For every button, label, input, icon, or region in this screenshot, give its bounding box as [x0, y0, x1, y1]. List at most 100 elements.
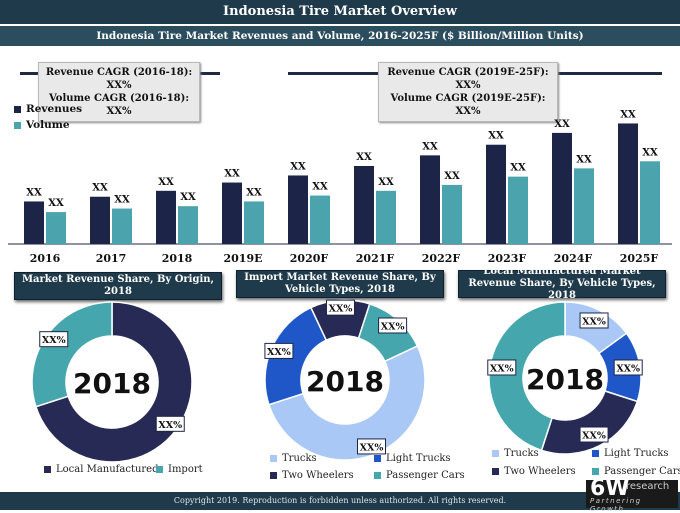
cagr-revenue-forecast: Revenue CAGR (2019E-25F): XX%: [387, 67, 549, 91]
slice-label-import-1: XX%: [39, 331, 69, 348]
data-label-revenues-2017: XX: [92, 183, 108, 194]
legend-label-volume: Volume: [26, 119, 70, 131]
bar-volume-2024f: [574, 168, 594, 244]
slice-label-passenger-cars-2: XX%: [378, 317, 408, 334]
cagr-box-forecast: Revenue CAGR (2019E-25F): XX% Volume CAG…: [378, 62, 558, 122]
tick-label-2018: 2018: [162, 252, 193, 265]
bar-volume-2017: [112, 208, 132, 244]
data-label-volume-2022f: XX: [444, 171, 460, 182]
data-label-revenues-2025f: XX: [620, 109, 636, 120]
donut-charts: XX% XX% 2018 XX% XX% XX% XX% 2018 XX% XX% XX% XX% 20…: [31, 299, 643, 463]
slice-label-trucks-2: XX%: [357, 438, 387, 455]
data-label-revenues-2024f: XX: [554, 119, 570, 130]
bar-revenues-2018: [156, 190, 176, 244]
legend-item-light-trucks-local: Light Trucks: [592, 448, 669, 459]
slice-local-1: [34, 301, 193, 463]
slice-label-trucks-3: XX%: [579, 312, 609, 329]
data-label-volume-2019e: XX: [246, 187, 262, 198]
data-label-volume-2024f: XX: [576, 154, 592, 165]
footer-copyright: Copyright 2019. Reproduction is forbidde…: [0, 492, 680, 510]
tick-label-2016: 2016: [30, 252, 61, 265]
slice-label-two-wheelers-2: XX%: [325, 299, 355, 316]
page-title: Indonesia Tire Market Overview: [0, 0, 680, 24]
donut-center-year-3: 2018: [526, 363, 604, 396]
legend-revenues: Revenues: [14, 101, 82, 117]
chart-subtitle: Indonesia Tire Market Revenues and Volum…: [0, 26, 680, 46]
bar-volume-2020f: [310, 195, 330, 244]
data-label-volume-2016: XX: [48, 198, 64, 209]
svg-text:XX%: XX%: [490, 363, 514, 374]
svg-text:XX%: XX%: [616, 363, 640, 374]
data-label-revenues-2022f: XX: [422, 141, 438, 152]
legend-item-trucks: Trucks: [270, 453, 317, 464]
donut-center-year-2: 2018: [306, 365, 384, 398]
bar-volume-2021f: [376, 190, 396, 244]
bar-volume-2018: [178, 206, 198, 244]
tick-label-2025f: 2025F: [620, 252, 659, 265]
company-logo: 6W research Partnering Growth: [586, 476, 678, 513]
legend-item-passenger-cars: Passenger Cars: [374, 470, 465, 481]
svg-text:XX%: XX%: [329, 304, 353, 315]
slice-trucks-2: [267, 344, 426, 461]
slice-two-wheelers-3: [540, 390, 639, 455]
data-label-volume-2018: XX: [180, 192, 196, 203]
legend-item-passenger-cars-local: Passenger Cars: [592, 466, 680, 477]
legend-label-revenues: Revenues: [26, 103, 83, 115]
slice-label-two-wheelers-3: XX%: [579, 426, 609, 443]
panel-title-local: Local Manufactured Market Revenue Share,…: [458, 266, 666, 301]
bar-revenues-2016: [24, 201, 44, 244]
tick-label-2020f: 2020F: [290, 252, 329, 265]
cagr-volume-historic: Volume CAGR (2016-18): XX%: [48, 93, 190, 117]
legend-item-two-wheelers: Two Wheelers: [270, 470, 354, 481]
bar-legend: Revenues Volume: [14, 101, 82, 133]
bar-volume-2023f: [508, 176, 528, 244]
data-label-volume-2025f: XX: [642, 147, 658, 158]
slice-label-light-trucks-3: XX%: [613, 359, 643, 376]
legend-swatch-revenues: [14, 105, 21, 113]
bar-chart: XX XX 2016 XX XX 2017 XX XX 2018 XX XX 2019E XX XX 202…: [8, 109, 672, 265]
panel-title-origin: Market Revenue Share, By Origin, 2018: [14, 272, 222, 300]
data-label-revenues-2018: XX: [158, 177, 174, 188]
svg-text:XX%: XX%: [381, 321, 405, 332]
donut-center-year-1: 2018: [73, 367, 151, 400]
legend-item-local: Local Manufactured: [44, 464, 159, 475]
tick-label-2023f: 2023F: [488, 252, 527, 265]
tick-label-2022f: 2022F: [422, 252, 461, 265]
slice-label-passenger-cars-3: XX%: [487, 359, 517, 376]
slice-label-local-1: XX%: [155, 415, 185, 432]
data-label-volume-2021f: XX: [378, 177, 394, 188]
tick-label-2019e: 2019E: [224, 252, 263, 265]
data-label-revenues-2021f: XX: [356, 152, 372, 163]
cagr-volume-forecast: Volume CAGR (2019E-25F): XX%: [390, 93, 546, 117]
bar-revenues-2017: [90, 196, 110, 244]
bar-volume-2022f: [442, 184, 462, 244]
legend-item-light-trucks: Light Trucks: [374, 453, 451, 464]
svg-text:XX%: XX%: [42, 335, 66, 346]
legend-item-two-wheelers-local: Two Wheelers: [492, 466, 576, 477]
bar-revenues-2024f: [552, 132, 572, 244]
slice-import-1: [31, 301, 113, 408]
data-label-revenues-2023f: XX: [488, 131, 504, 142]
legend-swatch-volume: [14, 121, 21, 129]
data-label-volume-2020f: XX: [312, 182, 328, 193]
bar-revenues-2025f: [618, 123, 638, 244]
slice-passenger-cars-3: [488, 301, 566, 452]
data-label-revenues-2019e: XX: [224, 169, 240, 180]
bar-volume-2016: [46, 212, 66, 244]
bar-volume-2025f: [640, 161, 660, 244]
bar-revenues-2022f: [420, 155, 440, 244]
svg-text:XX%: XX%: [360, 442, 384, 453]
bar-revenues-2023f: [486, 144, 506, 244]
bar-revenues-2021f: [354, 166, 374, 244]
panel-title-import: Import Market Revenue Share, By Vehicle …: [236, 270, 444, 298]
data-label-volume-2017: XX: [114, 195, 130, 206]
bar-revenues-2019e: [222, 182, 242, 244]
data-label-revenues-2020f: XX: [290, 161, 306, 172]
svg-text:XX%: XX%: [267, 347, 291, 358]
legend-item-import: Import: [156, 464, 203, 475]
cagr-box-historic: Revenue CAGR (2016-18): XX% Volume CAGR …: [38, 62, 200, 122]
svg-text:XX%: XX%: [582, 316, 606, 327]
data-label-revenues-2016: XX: [26, 187, 42, 198]
bar-revenues-2020f: [288, 175, 308, 244]
legend-item-trucks-local: Trucks: [492, 448, 539, 459]
